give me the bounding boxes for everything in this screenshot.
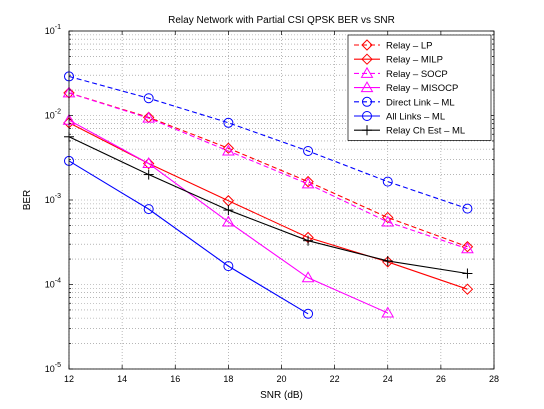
data-point — [303, 235, 314, 246]
data-point — [222, 142, 235, 154]
series-line — [68, 119, 388, 314]
data-point — [143, 169, 154, 180]
data-point — [382, 211, 394, 224]
data-point — [461, 241, 474, 253]
legend-label: Direct Link – ML — [386, 97, 455, 108]
legend-label: Relay – MILP — [386, 55, 443, 66]
data-point — [382, 255, 393, 266]
legend-item: Relay – MISOCP — [354, 81, 458, 94]
legend-item: Direct Link – ML — [354, 96, 455, 108]
data-point — [301, 177, 315, 189]
legend-item: Relay – MILP — [354, 53, 443, 66]
legend-label: Relay – MISOCP — [386, 83, 458, 94]
legend-item: Relay – SOCP — [354, 66, 448, 80]
data-point — [462, 268, 473, 279]
y-tick-label: 10-1 — [45, 24, 61, 36]
data-point — [222, 144, 235, 156]
data-point — [381, 215, 395, 227]
data-point — [461, 283, 474, 295]
data-point — [222, 215, 235, 227]
x-tick-label: 16 — [170, 374, 180, 384]
x-tick-label: 26 — [436, 374, 446, 384]
legend-marker — [362, 96, 372, 107]
series-3 — [62, 86, 474, 254]
legend-marker — [361, 39, 373, 51]
x-tick-label: 18 — [223, 374, 233, 384]
legend-item: All Links – ML — [354, 111, 445, 123]
y-axis-label: BER — [22, 190, 33, 211]
data-point — [143, 93, 154, 104]
x-tick-label: 22 — [330, 374, 340, 384]
legend-item: Relay Ch Est – ML — [354, 125, 465, 137]
data-point — [223, 205, 234, 216]
legend-marker — [360, 81, 374, 93]
legend-label: Relay – SOCP — [386, 69, 448, 80]
data-point — [381, 306, 395, 318]
series-line — [68, 75, 468, 210]
series-line — [68, 92, 468, 250]
data-point — [142, 157, 156, 169]
series-line — [68, 92, 468, 248]
x-axis-label: SNR (dB) — [260, 390, 303, 401]
legend-marker — [360, 66, 374, 78]
y-tick-label: 10-5 — [45, 362, 61, 374]
y-tick-label: 10-2 — [45, 109, 61, 121]
data-point — [303, 308, 314, 319]
x-tick-label: 14 — [117, 374, 127, 384]
x-tick-label: 24 — [383, 374, 393, 384]
data-point — [302, 175, 314, 188]
tick-labels: 12 14 16 18 20 22 24 26 28 10-1 10-2 10-3 10-4 10-5 — [45, 24, 499, 384]
legend-item: Relay – LP — [354, 39, 432, 52]
legend-label: Relay Ch Est – ML — [386, 126, 465, 137]
data-point — [142, 111, 156, 123]
series-line — [68, 160, 309, 315]
data-point — [461, 242, 474, 254]
y-tick-label: 10-4 — [45, 278, 61, 290]
x-tick-label: 28 — [489, 374, 499, 384]
series-4 — [62, 113, 395, 318]
x-tick-label: 12 — [64, 374, 74, 384]
legend: Relay – LP Relay – MILP Relay – SOCP Relay … — [347, 34, 492, 141]
data-point — [301, 271, 315, 283]
legend-label: All Links – ML — [386, 112, 445, 123]
chart-title: Relay Network with Partial CSI QPSK BER … — [168, 15, 395, 26]
data-point — [143, 204, 154, 215]
series-line — [68, 136, 468, 275]
data-point — [223, 261, 234, 272]
legend-marker — [362, 111, 372, 121]
legend-label: Relay – LP — [386, 41, 432, 52]
series-5 — [64, 71, 473, 214]
data-point — [223, 117, 234, 128]
x-tick-label: 20 — [276, 374, 286, 384]
data-point — [462, 203, 473, 214]
series-layer — [62, 71, 474, 319]
axes — [68, 30, 495, 370]
data-point — [303, 146, 314, 157]
data-point — [382, 176, 393, 187]
y-tick-label: 10-3 — [45, 193, 61, 205]
legend-marker — [361, 53, 373, 65]
legend-marker — [362, 125, 372, 136]
